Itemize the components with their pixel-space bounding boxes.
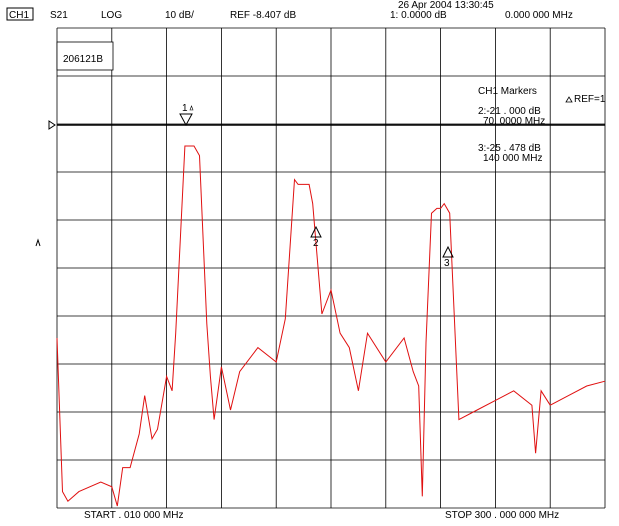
marker-2-number: 2 — [313, 238, 319, 249]
graticule — [56, 27, 606, 509]
marker-1-triangle-icon — [179, 113, 193, 127]
marker-3-triangle-icon — [442, 245, 454, 258]
marker2-frequency: 70. 0000 MHz — [483, 116, 545, 127]
marker-2-triangle-icon — [310, 225, 322, 238]
format-label: LOG — [101, 10, 122, 21]
reference-label: REF -8.407 dB — [230, 10, 296, 21]
marker-2: 2 — [310, 225, 322, 249]
marker-3: 3 — [442, 245, 454, 269]
markers-panel-title: CH1 Markers — [478, 86, 537, 97]
scale-label: 10 dB/ — [165, 10, 194, 21]
markers-ref-label: REF=1 — [574, 94, 606, 105]
s21-trace — [56, 145, 606, 507]
marker3-frequency: 140 000 MHz — [483, 153, 542, 164]
marker-3-number: 3 — [444, 258, 450, 269]
stop-frequency: STOP 300 . 000 000 MHz — [445, 510, 559, 521]
marker-1: 1 — [179, 103, 194, 127]
channel-badge — [6, 7, 34, 21]
label-box-text: 206121B — [63, 54, 103, 65]
active-marker-value: 1: 0.0000 dB — [390, 10, 447, 21]
delta-icon — [565, 96, 573, 103]
side-arrow-icon — [35, 238, 41, 247]
start-frequency: START . 010 000 MHz — [84, 510, 184, 521]
param-label: S21 — [50, 10, 68, 21]
marker-1-delta-icon — [189, 105, 194, 111]
active-marker-frequency: 0.000 000 MHz — [505, 10, 573, 21]
reference-pointer-icon — [48, 120, 56, 130]
marker2-value: 2:-21 . 000 dB — [478, 106, 541, 117]
datetime-label: 26 Apr 2004 13:30:45 — [398, 0, 494, 11]
marker-1-number: 1 — [182, 103, 188, 114]
channel-label: CH1 — [9, 10, 29, 21]
marker3-value: 3:-25 . 478 dB — [478, 143, 541, 154]
label-box — [56, 41, 114, 71]
